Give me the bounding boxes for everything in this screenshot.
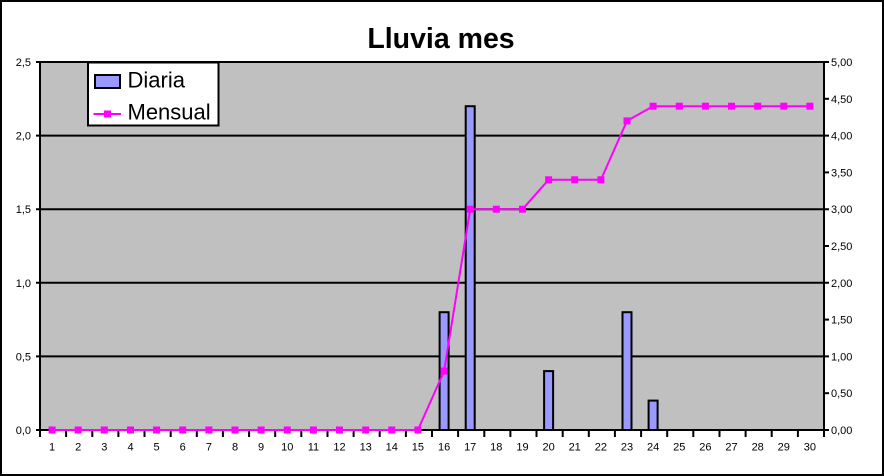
- svg-text:2,5: 2,5: [16, 57, 31, 69]
- svg-text:18: 18: [490, 442, 502, 454]
- svg-text:4,50: 4,50: [831, 94, 852, 106]
- svg-text:28: 28: [752, 442, 764, 454]
- svg-text:3: 3: [101, 442, 107, 454]
- svg-text:5: 5: [154, 442, 160, 454]
- svg-text:11: 11: [308, 442, 319, 454]
- svg-text:4: 4: [127, 442, 133, 454]
- svg-text:0,5: 0,5: [16, 351, 31, 363]
- svg-text:21: 21: [569, 442, 581, 454]
- svg-text:0,0: 0,0: [16, 425, 31, 437]
- svg-text:9: 9: [258, 442, 264, 454]
- svg-text:Lluvia mes: Lluvia mes: [367, 23, 514, 55]
- svg-text:8: 8: [232, 442, 238, 454]
- svg-text:17: 17: [464, 442, 476, 454]
- svg-text:2,50: 2,50: [831, 241, 852, 253]
- svg-text:15: 15: [412, 442, 424, 454]
- svg-text:Mensual: Mensual: [128, 100, 211, 125]
- svg-text:24: 24: [647, 442, 659, 454]
- svg-text:26: 26: [699, 442, 711, 454]
- svg-text:25: 25: [673, 442, 685, 454]
- svg-text:1,00: 1,00: [831, 351, 852, 363]
- svg-text:23: 23: [621, 442, 633, 454]
- svg-text:2,0: 2,0: [16, 131, 31, 143]
- svg-text:3,50: 3,50: [831, 167, 852, 179]
- svg-text:30: 30: [804, 442, 816, 454]
- svg-text:1,50: 1,50: [831, 315, 852, 327]
- svg-text:3,00: 3,00: [831, 204, 852, 216]
- svg-text:22: 22: [595, 442, 607, 454]
- svg-text:0,00: 0,00: [831, 425, 852, 437]
- svg-text:13: 13: [360, 442, 372, 454]
- svg-text:7: 7: [206, 442, 212, 454]
- svg-text:20: 20: [542, 442, 554, 454]
- svg-text:27: 27: [725, 442, 737, 454]
- svg-text:Diaria: Diaria: [128, 68, 186, 93]
- svg-text:29: 29: [778, 442, 790, 454]
- svg-text:16: 16: [438, 442, 450, 454]
- svg-text:14: 14: [386, 442, 398, 454]
- svg-text:1,0: 1,0: [16, 278, 31, 290]
- svg-text:19: 19: [516, 442, 528, 454]
- svg-text:4,00: 4,00: [831, 131, 852, 143]
- svg-text:10: 10: [281, 442, 293, 454]
- svg-text:12: 12: [333, 442, 345, 454]
- svg-text:5,00: 5,00: [831, 57, 852, 69]
- svg-text:2: 2: [75, 442, 81, 454]
- svg-text:1,5: 1,5: [16, 204, 31, 216]
- svg-text:6: 6: [180, 442, 186, 454]
- svg-text:1: 1: [49, 442, 55, 454]
- svg-text:2,00: 2,00: [831, 278, 852, 290]
- svg-text:0,50: 0,50: [831, 388, 852, 400]
